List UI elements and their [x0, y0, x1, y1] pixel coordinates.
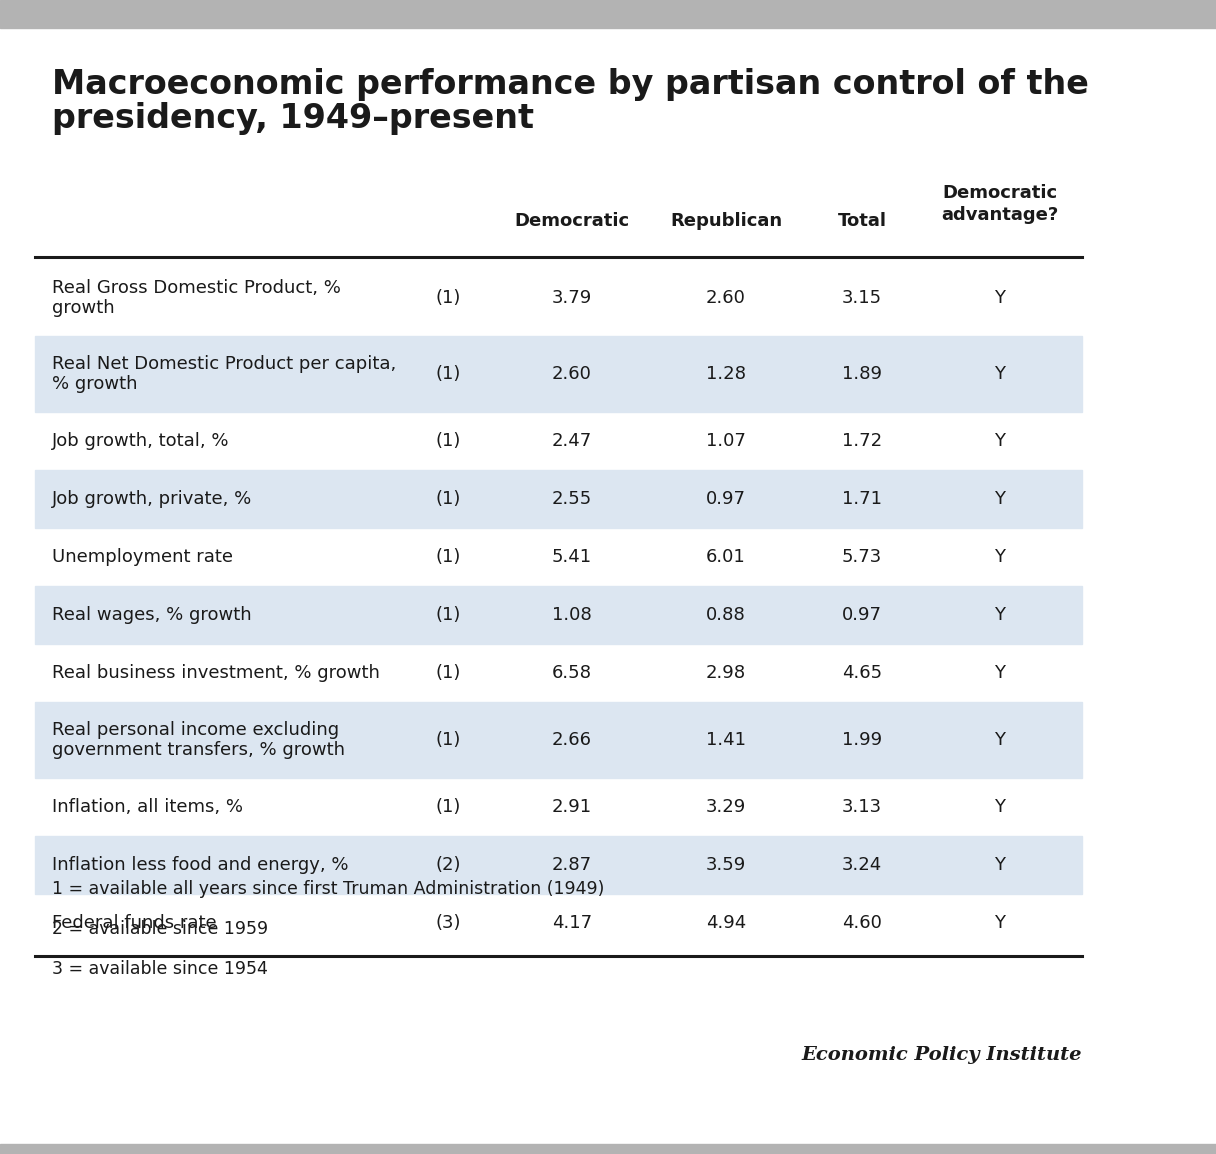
Text: 1.89: 1.89 [841, 365, 882, 383]
Text: (1): (1) [435, 730, 461, 749]
Text: 4.65: 4.65 [841, 664, 882, 682]
Text: 1.08: 1.08 [552, 606, 592, 624]
Text: 0.88: 0.88 [706, 606, 745, 624]
Text: 2.66: 2.66 [552, 730, 592, 749]
Text: Y: Y [995, 606, 1006, 624]
Bar [35, 702, 1082, 778]
Text: (1): (1) [435, 490, 461, 508]
Text: 6.01: 6.01 [706, 548, 745, 565]
Text: 1.99: 1.99 [841, 730, 882, 749]
Text: 3.24: 3.24 [841, 856, 882, 874]
Text: 6.58: 6.58 [552, 664, 592, 682]
Text: 4.60: 4.60 [841, 914, 882, 932]
Text: 3.29: 3.29 [705, 799, 747, 816]
Text: 1.41: 1.41 [706, 730, 745, 749]
Text: 2.91: 2.91 [552, 799, 592, 816]
Text: 3.13: 3.13 [841, 799, 882, 816]
Text: 4.17: 4.17 [552, 914, 592, 932]
Text: 1.71: 1.71 [841, 490, 882, 508]
Bar [35, 470, 1082, 529]
Text: Macroeconomic performance by partisan control of the: Macroeconomic performance by partisan co… [52, 68, 1088, 102]
Text: 3.15: 3.15 [841, 288, 882, 307]
Text: Y: Y [995, 914, 1006, 932]
Text: Y: Y [995, 730, 1006, 749]
Text: Republican: Republican [670, 212, 782, 230]
Text: 2.47: 2.47 [552, 432, 592, 450]
Text: Economic Policy Institute: Economic Policy Institute [801, 1046, 1082, 1064]
Text: presidency, 1949–present: presidency, 1949–present [52, 102, 534, 135]
Text: Real Net Domestic Product per capita,: Real Net Domestic Product per capita, [52, 355, 396, 373]
Text: 3.59: 3.59 [705, 856, 747, 874]
Text: 1.28: 1.28 [706, 365, 745, 383]
Text: % growth: % growth [52, 375, 137, 394]
Text: Y: Y [995, 548, 1006, 565]
Text: (1): (1) [435, 606, 461, 624]
Text: Y: Y [995, 799, 1006, 816]
Text: Job growth, total, %: Job growth, total, % [52, 432, 230, 450]
Text: 2 = available since 1959: 2 = available since 1959 [52, 920, 268, 938]
Text: 2.98: 2.98 [706, 664, 747, 682]
Text: (1): (1) [435, 432, 461, 450]
Text: (1): (1) [435, 288, 461, 307]
Text: 2.60: 2.60 [706, 288, 745, 307]
Text: Job growth, private, %: Job growth, private, % [52, 490, 252, 508]
Text: 2.87: 2.87 [552, 856, 592, 874]
Text: (3): (3) [435, 914, 461, 932]
Text: Inflation less food and energy, %: Inflation less food and energy, % [52, 856, 349, 874]
Text: 2.60: 2.60 [552, 365, 592, 383]
Bar [35, 336, 1082, 412]
Text: 3 = available since 1954: 3 = available since 1954 [52, 960, 268, 977]
Bar [0, 1144, 1216, 1154]
Text: Total: Total [838, 212, 886, 230]
Text: Real personal income excluding: Real personal income excluding [52, 721, 339, 739]
Text: (1): (1) [435, 664, 461, 682]
Bar [35, 586, 1082, 644]
Text: Democratic: Democratic [514, 212, 630, 230]
Bar [0, 0, 1216, 28]
Text: Y: Y [995, 432, 1006, 450]
Text: Y: Y [995, 365, 1006, 383]
Text: 4.94: 4.94 [705, 914, 747, 932]
Text: 0.97: 0.97 [841, 606, 882, 624]
Text: 0.97: 0.97 [706, 490, 745, 508]
Text: 3.79: 3.79 [552, 288, 592, 307]
Text: 5.73: 5.73 [841, 548, 882, 565]
Text: Real business investment, % growth: Real business investment, % growth [52, 664, 379, 682]
Text: Real wages, % growth: Real wages, % growth [52, 606, 252, 624]
Text: 5.41: 5.41 [552, 548, 592, 565]
Text: (1): (1) [435, 365, 461, 383]
Text: 1.07: 1.07 [706, 432, 745, 450]
Text: growth: growth [52, 299, 114, 317]
Text: 1.72: 1.72 [841, 432, 882, 450]
Text: Inflation, all items, %: Inflation, all items, % [52, 799, 243, 816]
Text: 1 = available all years since first Truman Administration (1949): 1 = available all years since first Trum… [52, 881, 604, 898]
Text: Democratic
advantage?: Democratic advantage? [941, 185, 1059, 224]
Text: (2): (2) [435, 856, 461, 874]
Text: 2.55: 2.55 [552, 490, 592, 508]
Text: (1): (1) [435, 799, 461, 816]
Text: Unemployment rate: Unemployment rate [52, 548, 233, 565]
Text: government transfers, % growth: government transfers, % growth [52, 741, 345, 759]
Text: Real Gross Domestic Product, %: Real Gross Domestic Product, % [52, 279, 340, 297]
Bar [35, 835, 1082, 894]
Text: Federal funds rate: Federal funds rate [52, 914, 216, 932]
Text: Y: Y [995, 856, 1006, 874]
Text: (1): (1) [435, 548, 461, 565]
Text: Y: Y [995, 288, 1006, 307]
Text: Y: Y [995, 664, 1006, 682]
Text: Y: Y [995, 490, 1006, 508]
